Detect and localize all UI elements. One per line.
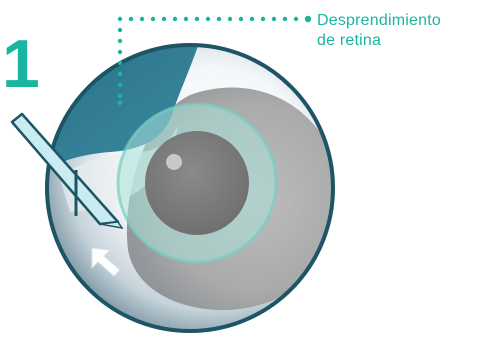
callout-label-line1: Desprendimiento: [317, 12, 441, 29]
pupil-highlight: [166, 154, 182, 170]
arrow-up-left-icon: [91, 247, 121, 277]
surgical-instrument: [10, 112, 124, 230]
eye-rim: [45, 43, 335, 333]
iris-ring-edge: [116, 102, 278, 264]
callout-label: Desprendimiento de retina: [317, 11, 481, 51]
pupil: [145, 131, 249, 235]
callout-label-line2: de retina: [317, 32, 382, 49]
step-number: 1: [2, 26, 40, 102]
callout-leader: [117, 15, 312, 106]
